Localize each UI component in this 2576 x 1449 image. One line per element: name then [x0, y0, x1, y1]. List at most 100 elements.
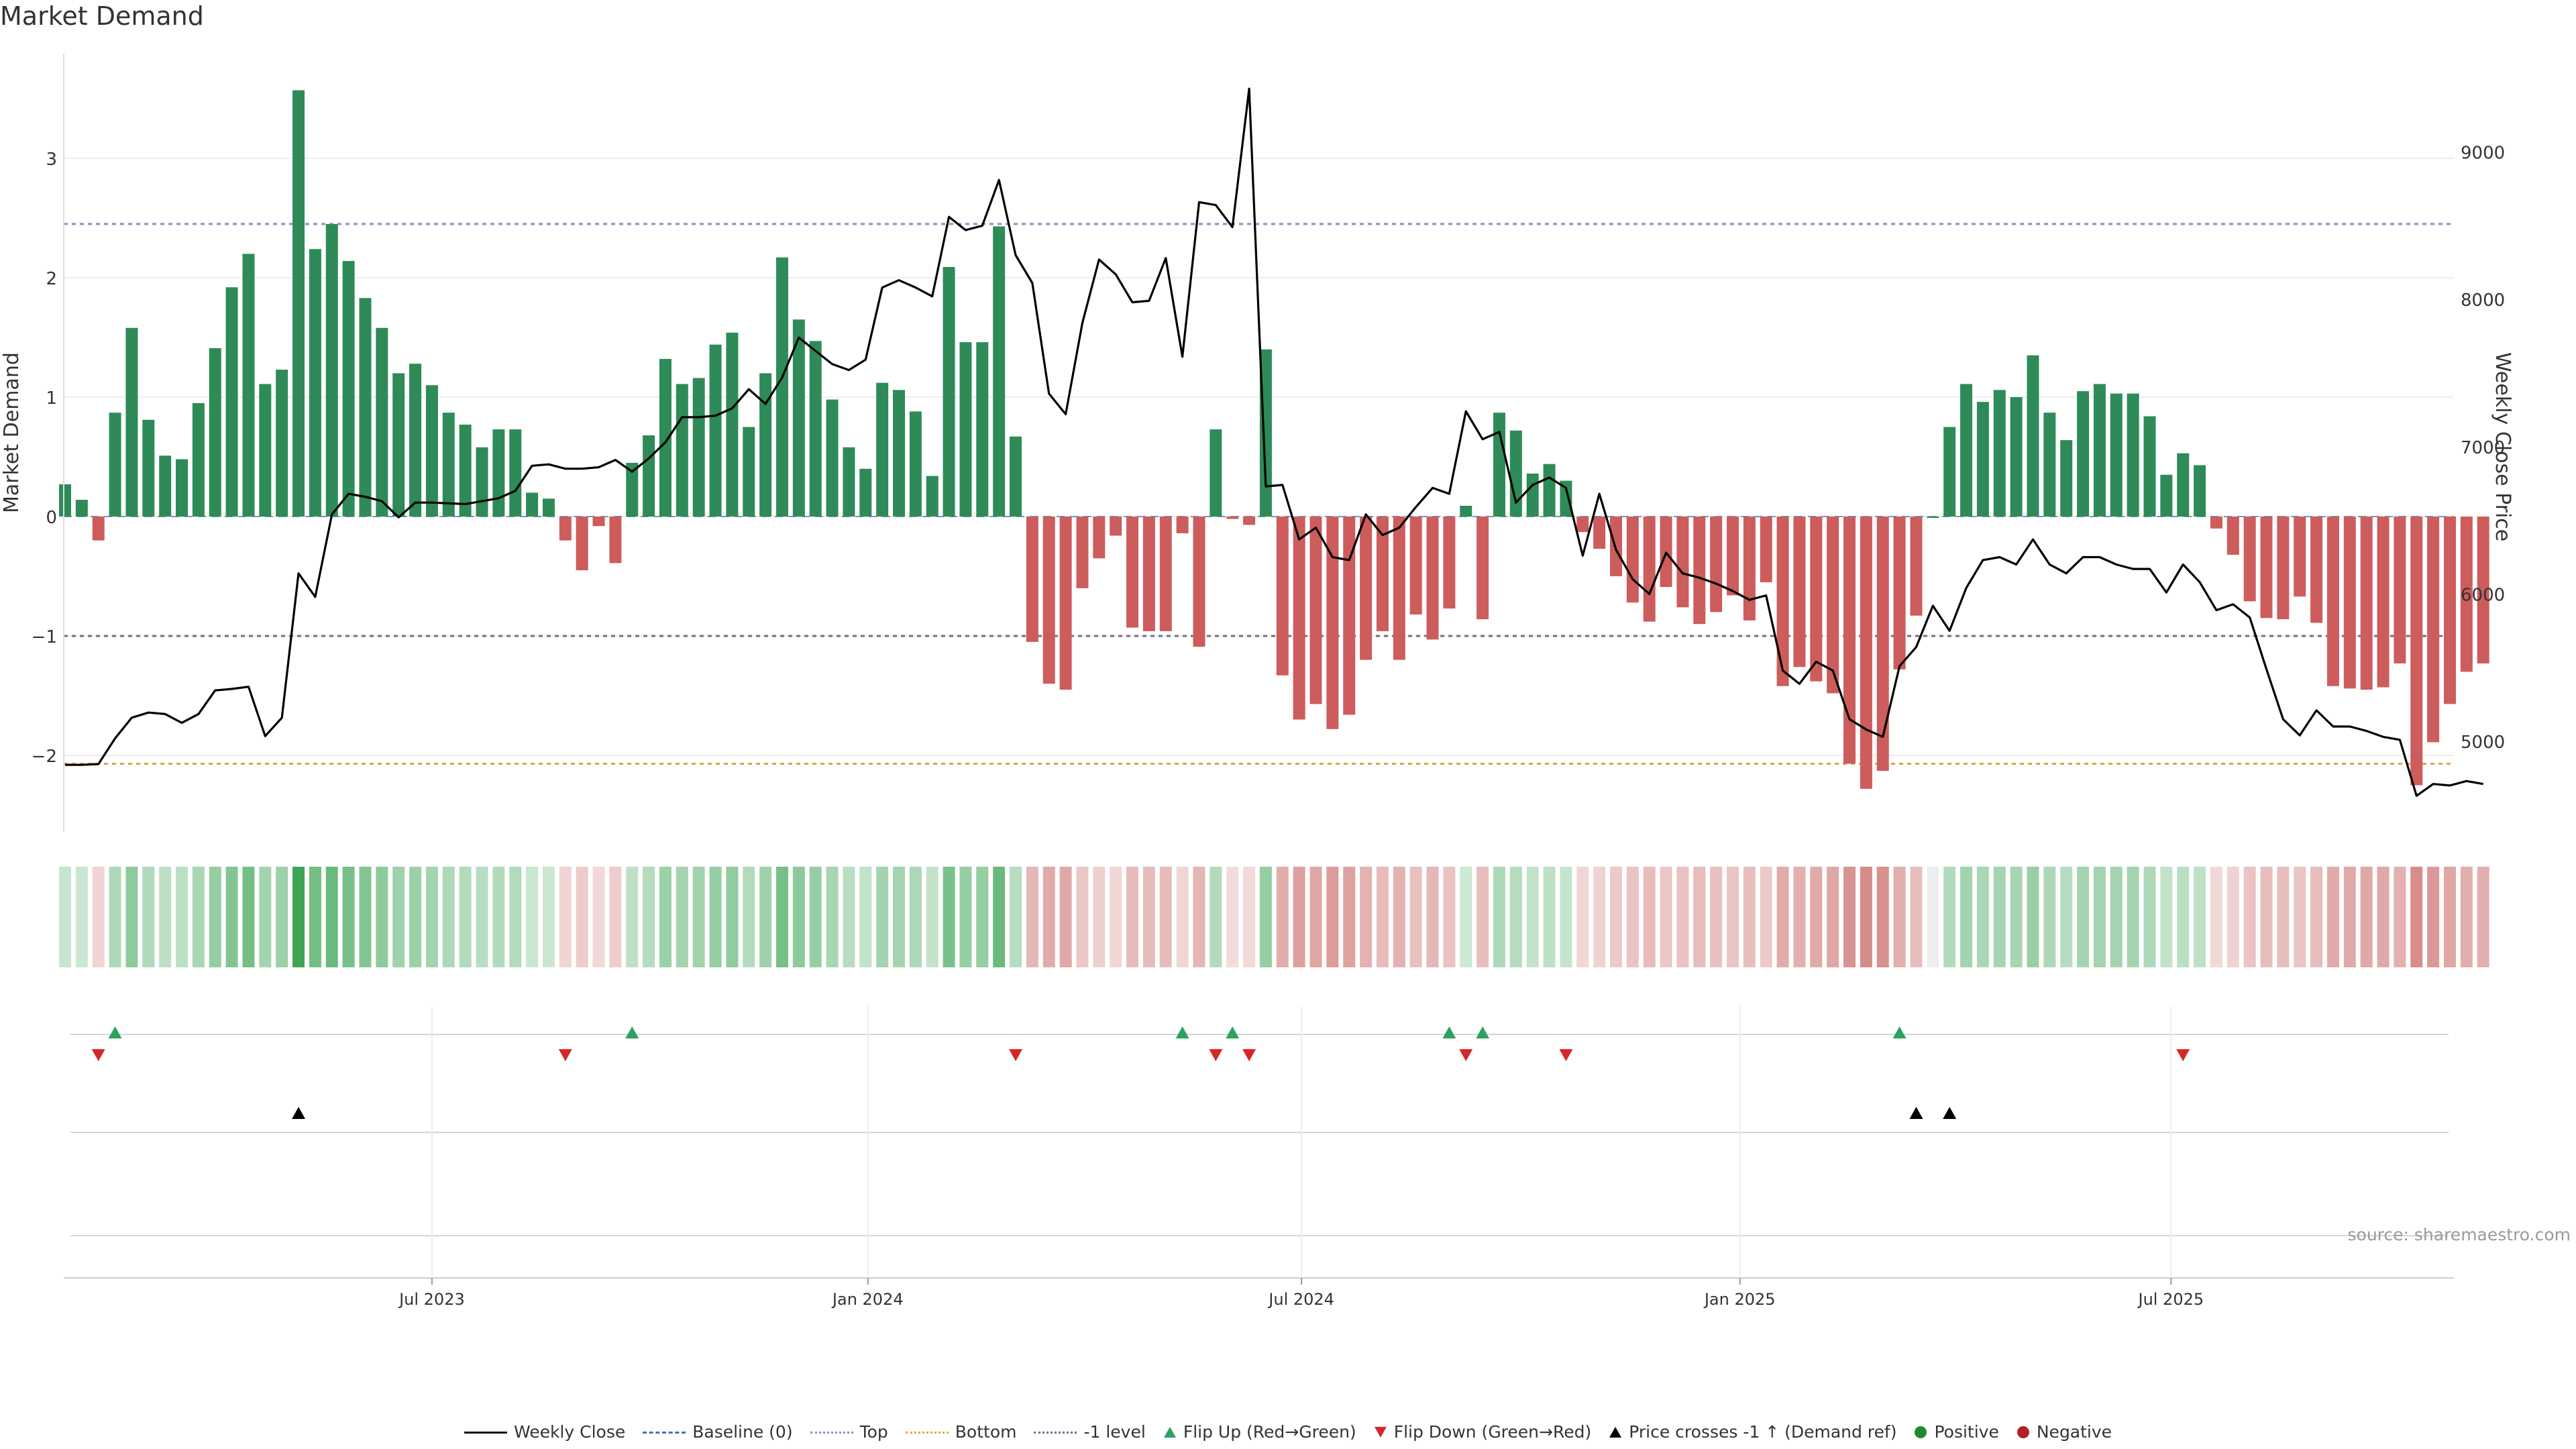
legend-item-price-cross[interactable]: Price crosses -1 ↑ (Demand ref) [1609, 1422, 1896, 1442]
demand-bar [392, 373, 405, 517]
legend-label: Negative [2036, 1422, 2112, 1442]
price-cross-marker [1909, 1107, 1923, 1119]
demand-bar [792, 319, 805, 517]
demand-bar [1426, 517, 1439, 640]
heat-cell [2260, 867, 2273, 967]
heat-cell [2377, 867, 2390, 967]
demand-bar [1676, 517, 1689, 608]
heat-cell [1710, 867, 1723, 967]
dotted-line-swatch-icon [810, 1426, 853, 1439]
heat-cell [359, 867, 372, 967]
heat-cell [609, 867, 622, 967]
heat-cell [909, 867, 922, 967]
demand-bar [2143, 416, 2156, 517]
flip-up-marker [1226, 1026, 1240, 1038]
heat-cell [2060, 867, 2073, 967]
heat-cell [626, 867, 639, 967]
heat-cell [993, 867, 1006, 967]
heat-cell [1243, 867, 1256, 967]
heat-cell [159, 867, 172, 967]
y-tick-label: 3 [46, 150, 57, 170]
heat-cell [1360, 867, 1373, 967]
heat-cell [1460, 867, 1472, 967]
heat-cell [592, 867, 605, 967]
demand-bar [2226, 517, 2239, 555]
legend-item-negative[interactable]: Negative [2017, 1422, 2112, 1442]
legend-item-baseline[interactable]: Baseline (0) [643, 1422, 793, 1442]
demand-bar [442, 413, 455, 517]
heat-cell [1093, 867, 1106, 967]
legend-item-top[interactable]: Top [810, 1422, 888, 1442]
demand-bar [2427, 517, 2440, 743]
y2-tick-label: 5000 [2461, 733, 2505, 753]
heat-cell [1393, 867, 1405, 967]
heat-cell [342, 867, 355, 967]
demand-bar [709, 344, 722, 517]
legend-item-weekly-close[interactable]: Weekly Close [464, 1422, 625, 1442]
demand-bar [92, 517, 105, 541]
heat-cell [2243, 867, 2256, 967]
demand-bar [276, 370, 288, 517]
demand-bar [643, 435, 655, 517]
flip-down-marker [1209, 1049, 1223, 1061]
legend-item-flip-down[interactable]: Flip Down (Green→Red) [1374, 1422, 1592, 1442]
demand-bar [1876, 517, 1889, 771]
line-swatch-icon [464, 1426, 507, 1439]
demand-bar [176, 459, 189, 517]
demand-bar [142, 419, 155, 517]
demand-bar [626, 462, 639, 517]
demand-bar [2210, 517, 2222, 529]
price-cross-marker [1943, 1107, 1957, 1119]
legend-label: Flip Down (Green→Red) [1393, 1422, 1592, 1442]
legend-label: Weekly Close [513, 1422, 626, 1442]
heat-cell [1860, 867, 1872, 967]
demand-bar [125, 327, 138, 517]
demand-bar [2160, 474, 2173, 517]
demand-bar [1960, 384, 1973, 517]
heat-cell [1493, 867, 1505, 967]
y-tick-label: 0 [46, 508, 57, 528]
heat-cell [1576, 867, 1589, 967]
flip-down-marker [558, 1049, 572, 1061]
heat-cell [1793, 867, 1806, 967]
demand-bar [1226, 517, 1239, 519]
demand-bar [1810, 517, 1823, 682]
legend-label: Bottom [955, 1422, 1017, 1442]
y2-tick-label: 6000 [2461, 585, 2505, 605]
heat-cell [1042, 867, 1055, 967]
demand-bar [2110, 393, 2123, 517]
legend-item-minus1[interactable]: -1 level [1034, 1422, 1146, 1442]
demand-bar [876, 382, 889, 517]
demand-bar [1943, 427, 1956, 517]
heat-cell [509, 867, 522, 967]
heat-cell [2410, 867, 2423, 967]
heat-cell [2427, 867, 2440, 967]
heat-cell [1893, 867, 1906, 967]
heat-cell [643, 867, 655, 967]
heat-cell [826, 867, 839, 967]
demand-bar [1409, 517, 1422, 614]
heat-cell [1142, 867, 1155, 967]
legend-item-bottom[interactable]: Bottom [905, 1422, 1017, 1442]
heat-cell [2177, 867, 2190, 967]
heat-cell [1526, 867, 1539, 967]
demand-bar [2377, 517, 2390, 688]
legend-item-flip-up[interactable]: Flip Up (Red→Green) [1163, 1422, 1356, 1442]
demand-bar [726, 332, 739, 517]
demand-bar [592, 517, 605, 527]
legend-item-positive[interactable]: Positive [1914, 1422, 1999, 1442]
demand-bar [809, 341, 822, 517]
demand-bar [893, 390, 905, 517]
demand-bar [1243, 517, 1256, 525]
circle-icon [1915, 1426, 1927, 1438]
heat-cell [542, 867, 555, 967]
y-tick-label: −1 [32, 627, 57, 647]
demand-bar [676, 384, 688, 517]
demand-bar [209, 348, 221, 517]
heat-cell [1026, 867, 1038, 967]
demand-bar [292, 90, 305, 517]
heat-cell [2027, 867, 2039, 967]
demand-bar [409, 364, 422, 517]
demand-bar [542, 498, 555, 517]
